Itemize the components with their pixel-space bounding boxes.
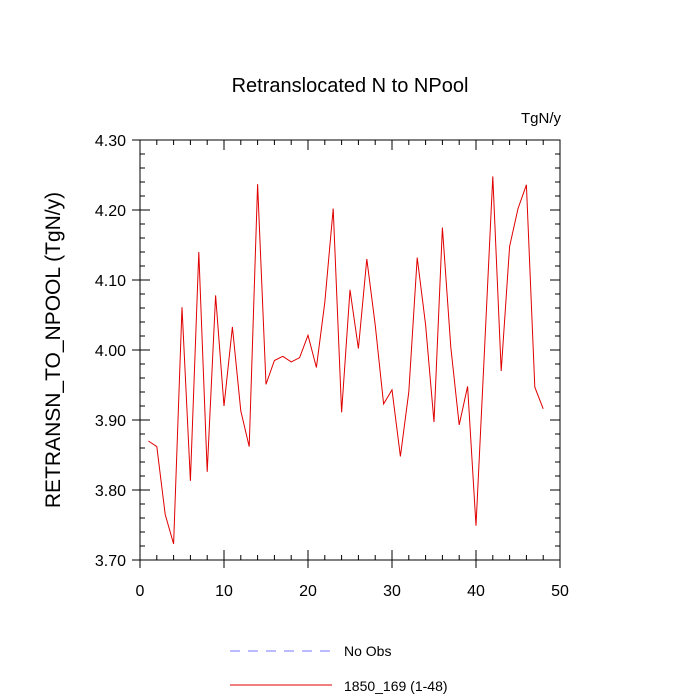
x-tick-label: 30 — [383, 583, 401, 600]
x-tick-label: 40 — [467, 583, 485, 600]
x-tick-label: 50 — [551, 583, 569, 600]
plot-frame — [139, 139, 561, 561]
y-tick-label: 4.30 — [95, 133, 126, 150]
chart-title: Retranslocated N to NPool — [232, 75, 469, 97]
y-axis-label: RETRANSN_TO_NPOOL (TgN/y) — [42, 192, 65, 508]
y-tick-label: 4.20 — [95, 203, 126, 220]
units-label: TgN/y — [521, 110, 562, 127]
x-tick-label: 0 — [136, 583, 145, 600]
y-tick-label: 4.00 — [95, 343, 126, 360]
series-line — [148, 176, 544, 545]
legend-label-1850-169: 1850_169 (1-48) — [344, 678, 448, 694]
axis-tick-labels: 0 10 20 30 40 50 3.70 3.80 3.90 4.00 4.10 4.20 4.30 — [95, 133, 569, 600]
y-tick-label: 3.90 — [95, 413, 126, 430]
legend: No Obs 1850_169 (1-48) — [230, 643, 448, 694]
series-lines — [148, 176, 544, 545]
legend-label-no-obs: No Obs — [344, 643, 391, 659]
y-tick-label: 3.70 — [95, 553, 126, 570]
y-tick-label: 4.10 — [95, 273, 126, 290]
y-tick-label: 3.80 — [95, 483, 126, 500]
x-tick-label: 10 — [215, 583, 233, 600]
x-tick-label: 20 — [299, 583, 317, 600]
